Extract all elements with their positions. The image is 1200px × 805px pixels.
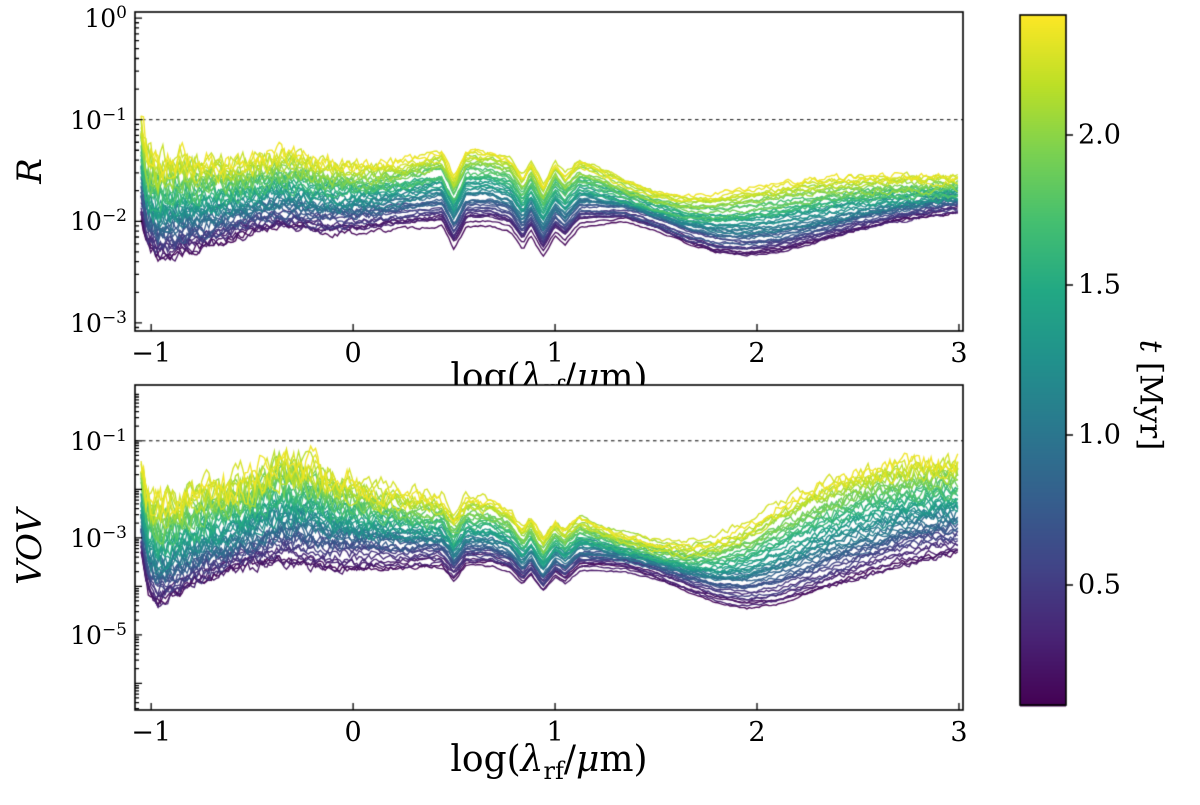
y-axis-label-R: R xyxy=(10,158,50,184)
x-tick-label: 1 xyxy=(546,717,564,748)
xlabel-unit: m) xyxy=(599,360,648,385)
y-tick-exponent: −3 xyxy=(101,522,127,543)
xlabel-unit: m) xyxy=(599,739,648,780)
y-tick-label: 10−3 xyxy=(70,522,127,553)
x-tick-label: 3 xyxy=(950,338,968,369)
xlabel-sub-rf: rf xyxy=(543,757,564,786)
y-tick-exponent: −1 xyxy=(101,104,127,125)
x-tick-label: 3 xyxy=(950,717,968,748)
xlabel-slash: / xyxy=(563,739,577,780)
y-axis-label-VOV: VOV xyxy=(10,509,50,585)
x-tick-label: 0 xyxy=(344,338,362,369)
x-tick-label: 2 xyxy=(748,717,766,748)
x-tick-label: 2 xyxy=(748,338,766,369)
colorbar-tick-label: 0.5 xyxy=(1078,569,1121,601)
colorbar-tick-label: 2.0 xyxy=(1078,119,1121,151)
y-tick-exponent: −2 xyxy=(101,206,127,227)
y-tick-exponent: −5 xyxy=(101,619,127,640)
xlabel-mu: μ xyxy=(576,739,600,780)
colorbar-label: t [Myr] xyxy=(1132,339,1169,451)
colorbar-tick-label: 1.5 xyxy=(1078,269,1121,301)
y-tick-exponent: 0 xyxy=(116,2,127,23)
y-tick-label: 10−1 xyxy=(70,104,127,135)
x-tick-label: −1 xyxy=(131,717,172,748)
x-tick-label: 1 xyxy=(546,338,564,369)
y-tick-exponent: −1 xyxy=(101,425,127,446)
xlabel-log: log( xyxy=(450,360,521,385)
colorbar-tick-label: 1.0 xyxy=(1078,419,1121,451)
x-axis-label-clipped: log(λrf/μm) xyxy=(450,360,647,385)
xlabel-sub-rf: rf xyxy=(544,375,564,385)
x-axis-label: log(λrf/μm) xyxy=(450,739,648,786)
y-tick-label: 10−1 xyxy=(70,425,127,456)
y-tick-label: 10−2 xyxy=(70,206,127,237)
x-tick-label: 0 xyxy=(344,717,362,748)
x-tick-label: −1 xyxy=(131,338,172,369)
xlabel-slash: / xyxy=(563,360,577,385)
colorbar-label-unit: [Myr] xyxy=(1132,362,1169,451)
colorbar-label-variable: t xyxy=(1132,339,1169,353)
xlabel-log: log( xyxy=(450,739,521,780)
y-tick-label: 100 xyxy=(84,2,127,34)
y-tick-label: 10−3 xyxy=(70,307,127,339)
xlabel-lambda: λ xyxy=(520,360,544,385)
xlabel-lambda: λ xyxy=(520,739,544,780)
top-panel-xlabel-clipped: log(λrf/μm) xyxy=(389,360,709,385)
y-tick-label: 10−5 xyxy=(70,619,127,650)
xlabel-mu: μ xyxy=(576,360,600,385)
y-tick-exponent: −3 xyxy=(101,307,127,328)
